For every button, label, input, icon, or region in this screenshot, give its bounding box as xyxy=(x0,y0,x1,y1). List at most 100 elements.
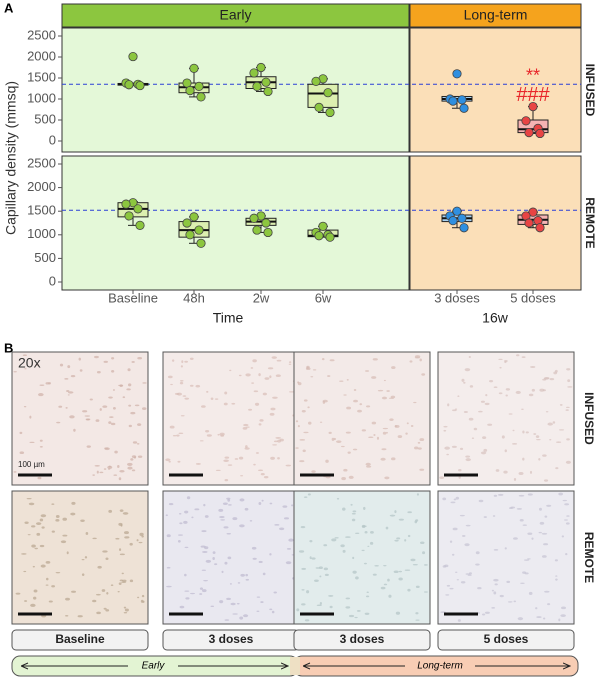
data-point xyxy=(314,231,324,241)
x-tick-label: Baseline xyxy=(108,290,158,305)
tissue-texture xyxy=(121,581,127,583)
tissue-texture xyxy=(416,493,420,496)
tissue-texture xyxy=(464,368,471,372)
data-point xyxy=(194,81,204,92)
tissue-texture xyxy=(359,403,363,406)
tissue-texture xyxy=(310,376,314,378)
box xyxy=(307,83,339,108)
tissue-texture xyxy=(394,424,400,428)
tissue-texture xyxy=(277,457,280,460)
tissue-texture xyxy=(371,421,377,425)
tissue-texture xyxy=(483,448,488,452)
tissue-texture xyxy=(552,421,556,424)
tissue-texture xyxy=(385,526,389,530)
tissue-texture xyxy=(78,357,81,361)
tissue-texture xyxy=(444,446,450,450)
tissue-texture xyxy=(420,541,425,545)
tissue-texture xyxy=(302,449,306,453)
tissue-texture xyxy=(459,447,464,450)
tissue-texture xyxy=(227,499,231,502)
tissue-texture xyxy=(538,507,542,511)
tissue-texture xyxy=(108,509,113,513)
tissue-texture xyxy=(521,408,524,410)
tissue-texture xyxy=(45,560,51,564)
tissue-texture xyxy=(105,609,110,612)
tissue-texture xyxy=(559,403,563,406)
tissue-texture xyxy=(340,544,345,548)
tissue-texture xyxy=(123,612,128,614)
tissue-texture xyxy=(110,422,116,426)
tissue-texture xyxy=(276,359,282,362)
tissue-texture xyxy=(404,569,411,571)
tissue-texture xyxy=(107,465,113,469)
tissue-texture xyxy=(102,550,108,553)
tissue-texture xyxy=(295,420,299,423)
tissue-texture xyxy=(179,522,183,525)
tissue-texture xyxy=(322,399,328,403)
timeline-label: Long-term xyxy=(417,661,463,672)
tissue-texture xyxy=(65,614,69,617)
tissue-texture xyxy=(244,507,249,511)
tissue-texture xyxy=(563,519,568,521)
tissue-texture xyxy=(396,537,401,540)
tissue-texture xyxy=(382,431,387,435)
tissue-texture xyxy=(117,590,120,593)
column-label-box xyxy=(293,629,431,651)
tissue-texture xyxy=(224,561,228,565)
x-tick-label: 2w xyxy=(253,290,270,305)
tissue-texture xyxy=(352,448,358,451)
tissue-texture xyxy=(465,524,471,527)
tissue-texture xyxy=(300,526,306,529)
tissue-texture xyxy=(504,361,507,364)
panel-label: A xyxy=(4,0,14,15)
tissue-texture xyxy=(348,475,354,479)
tissue-texture xyxy=(381,396,388,400)
tissue-texture xyxy=(475,563,480,566)
tissue-texture xyxy=(131,469,136,472)
tissue-texture xyxy=(245,373,251,377)
tissue-texture xyxy=(253,463,256,466)
tissue-texture xyxy=(165,514,168,517)
tissue-texture xyxy=(446,584,451,587)
tissue-texture xyxy=(364,370,370,372)
tissue-texture xyxy=(498,358,503,361)
tissue-texture xyxy=(39,384,45,386)
tissue-texture xyxy=(341,477,346,481)
column-label: 5 doses xyxy=(484,632,529,646)
tissue-texture xyxy=(558,492,563,496)
tissue-texture xyxy=(389,514,396,517)
tissue-texture xyxy=(343,394,347,396)
tissue-texture xyxy=(393,570,399,574)
data-point xyxy=(457,213,467,223)
tissue-texture xyxy=(535,435,540,439)
tissue-texture xyxy=(81,558,85,561)
tissue-texture xyxy=(382,427,389,430)
tissue-texture xyxy=(33,596,37,600)
tissue-texture xyxy=(239,616,244,620)
tissue-texture xyxy=(323,544,328,547)
tissue-texture xyxy=(493,494,498,497)
tissue-texture xyxy=(178,534,183,536)
tissue-texture xyxy=(130,411,136,415)
tissue-texture xyxy=(423,591,428,593)
data-point xyxy=(311,76,321,86)
tissue-texture xyxy=(174,392,180,395)
tissue-texture xyxy=(394,510,397,514)
tissue-texture xyxy=(445,594,450,596)
tissue-texture xyxy=(220,519,226,521)
tissue-texture xyxy=(536,616,542,619)
data-point xyxy=(261,218,271,228)
tissue-texture xyxy=(288,538,294,542)
tissue-texture xyxy=(119,509,124,512)
tissue-texture xyxy=(108,396,113,399)
tissue-texture xyxy=(545,411,549,413)
tissue-texture xyxy=(331,437,335,441)
panel-b: INFUSED REMOTE 20x 100 µm Baseline 3 doses 3 d… xyxy=(11,351,596,651)
tissue-texture xyxy=(70,512,76,516)
group-header xyxy=(61,3,410,28)
tissue-texture xyxy=(249,520,253,522)
tissue-texture xyxy=(214,398,219,400)
data-point xyxy=(196,238,206,248)
tissue-texture xyxy=(355,576,359,580)
tissue-texture xyxy=(451,445,457,448)
